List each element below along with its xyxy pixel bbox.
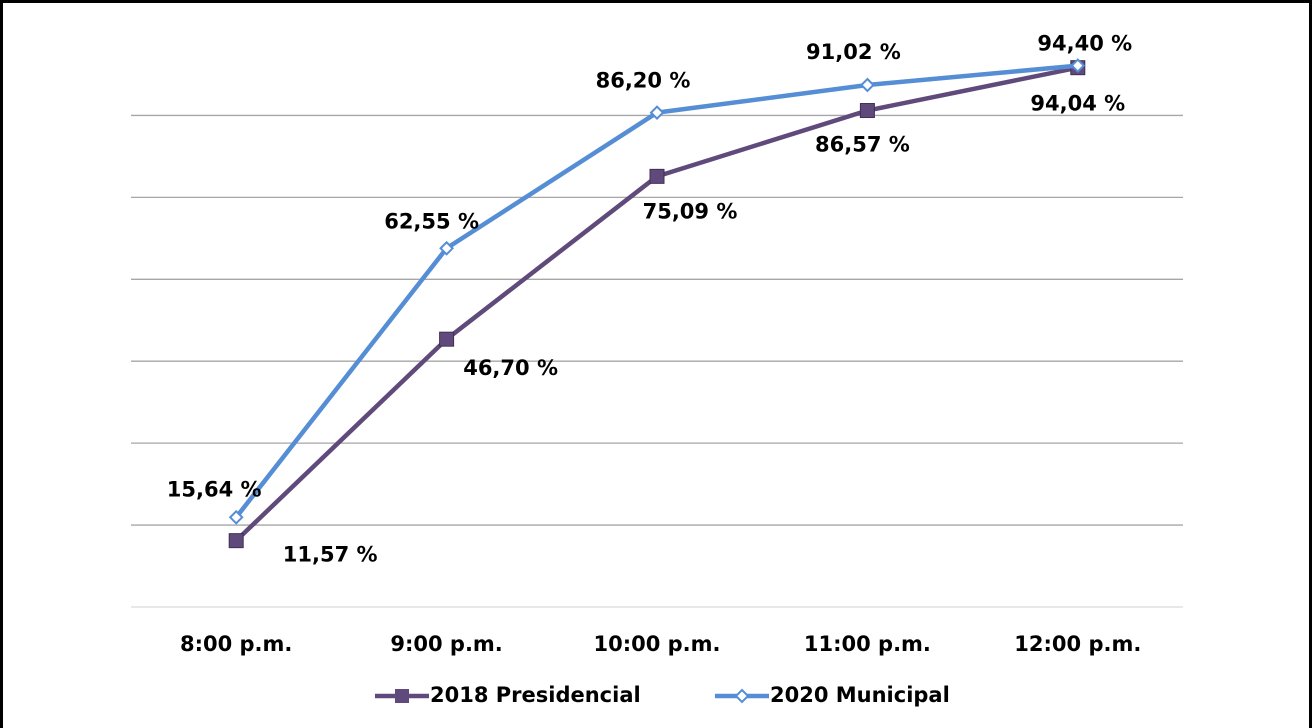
data-label: 94,04 % — [1030, 92, 1125, 116]
series-line — [234, 65, 1079, 543]
marker — [649, 168, 665, 184]
x-tick-label: 11:00 p.m. — [804, 632, 931, 656]
x-tick-label: 12:00 p.m. — [1014, 632, 1141, 656]
data-label: 46,70 % — [463, 356, 558, 380]
marker — [228, 533, 244, 549]
data-label: 75,09 % — [643, 199, 738, 223]
x-tick-label: 9:00 p.m. — [390, 632, 502, 656]
marker — [439, 240, 455, 256]
marker — [228, 509, 244, 525]
marker — [859, 103, 875, 119]
marker — [439, 331, 455, 347]
series-line — [234, 63, 1079, 519]
marker — [649, 105, 665, 121]
legend-marker — [734, 688, 750, 704]
legend-label: 2020 Municipal — [770, 683, 950, 707]
marker — [859, 77, 875, 93]
data-label: 86,57 % — [815, 133, 910, 157]
marker — [1070, 58, 1086, 74]
data-label: 91,02 % — [806, 40, 901, 64]
legend-marker — [395, 689, 409, 703]
data-label: 94,40 % — [1037, 32, 1132, 56]
data-label: 86,20 % — [596, 69, 691, 93]
legend-label: 2018 Presidencial — [430, 683, 641, 707]
x-tick-label: 10:00 p.m. — [593, 632, 720, 656]
data-label: 62,55 % — [384, 209, 479, 233]
x-tick-label: 8:00 p.m. — [180, 632, 292, 656]
data-label: 11,57 % — [283, 543, 378, 567]
data-label: 15,64 % — [167, 477, 262, 501]
